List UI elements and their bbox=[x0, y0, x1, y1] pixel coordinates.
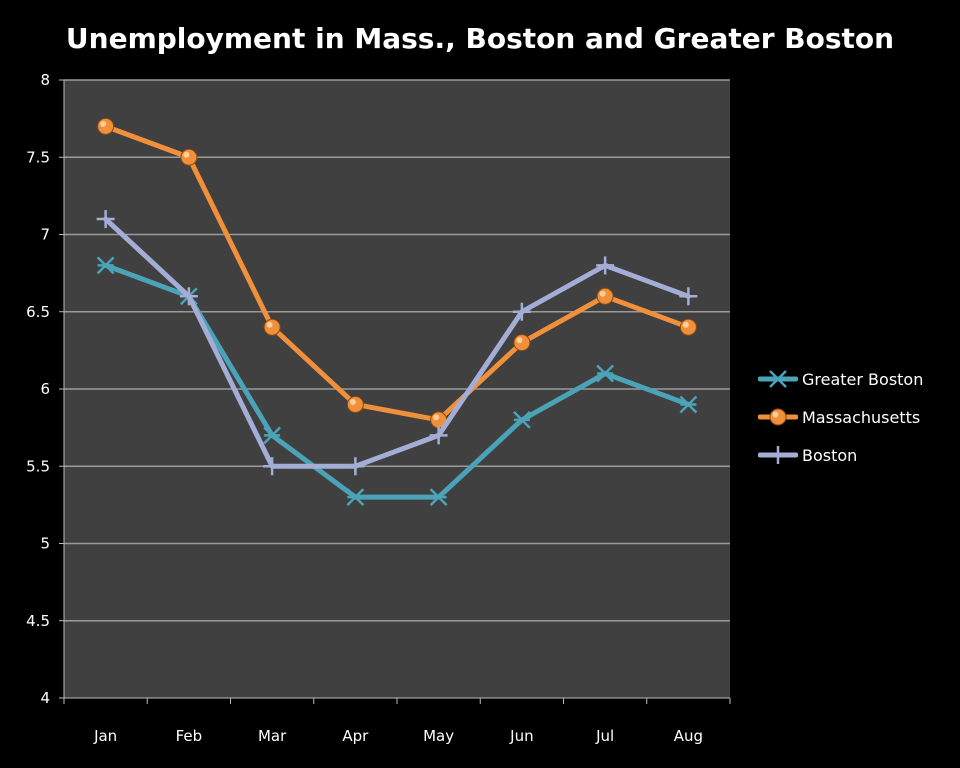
y-tick-label: 6 bbox=[40, 380, 50, 398]
data-point-boston bbox=[179, 287, 198, 306]
data-point-massachusetts bbox=[679, 318, 697, 336]
x-tick-label: Mar bbox=[258, 727, 287, 745]
data-point-massachusetts bbox=[263, 318, 281, 336]
x-tick-label: Jun bbox=[509, 727, 533, 745]
legend-swatch-massachusetts bbox=[758, 408, 798, 426]
x-tick-label: Apr bbox=[342, 727, 369, 745]
chart-legend: Greater Boston Massachusetts Boston bbox=[758, 360, 953, 474]
data-point-boston bbox=[679, 287, 698, 306]
legend-label: Massachusetts bbox=[802, 407, 921, 427]
data-point-massachusetts bbox=[513, 334, 531, 352]
data-point-greater-boston bbox=[512, 411, 531, 429]
data-point-greater-boston bbox=[263, 426, 282, 445]
chart-title: Unemployment in Mass., Boston and Greate… bbox=[65, 22, 895, 55]
y-tick-label: 4 bbox=[40, 689, 50, 707]
data-point-massachusetts bbox=[180, 148, 198, 166]
legend-label: Greater Boston bbox=[802, 369, 924, 389]
x-tick-label: Aug bbox=[674, 727, 703, 745]
legend-marker-boston bbox=[769, 446, 787, 464]
data-point-massachusetts bbox=[97, 117, 115, 135]
legend-label: Boston bbox=[802, 445, 858, 465]
y-tick-label: 7.5 bbox=[26, 148, 50, 166]
x-tick-label: Feb bbox=[176, 727, 203, 745]
data-point-greater-boston bbox=[596, 364, 615, 383]
series-line-massachusetts bbox=[103, 123, 691, 423]
data-point-boston bbox=[96, 210, 115, 229]
x-tick-label: May bbox=[423, 727, 454, 745]
y-tick-label: 7 bbox=[40, 226, 50, 244]
y-tick-label: 5.5 bbox=[26, 457, 50, 475]
data-point-boston bbox=[429, 426, 448, 445]
data-point-boston bbox=[263, 457, 282, 476]
series-line-boston bbox=[103, 216, 691, 469]
data-point-boston bbox=[512, 302, 531, 321]
data-point-greater-boston bbox=[346, 488, 365, 507]
data-point-boston bbox=[346, 457, 365, 476]
y-tick-label: 8 bbox=[40, 71, 50, 89]
legend-item-massachusetts: Massachusetts bbox=[758, 398, 953, 436]
data-point-boston bbox=[596, 256, 615, 275]
data-point-greater-boston bbox=[96, 256, 115, 275]
legend-marker-greater-boston bbox=[769, 370, 787, 388]
data-point-greater-boston bbox=[679, 395, 698, 414]
legend-swatch-boston bbox=[758, 446, 798, 464]
y-tick-label: 5 bbox=[40, 535, 50, 553]
x-tick-label: Jul bbox=[595, 727, 614, 745]
legend-swatch-greater-boston bbox=[758, 370, 798, 388]
data-point-greater-boston bbox=[429, 488, 448, 507]
y-tick-label: 6.5 bbox=[26, 303, 50, 321]
legend-item-greater-boston: Greater Boston bbox=[758, 360, 953, 398]
y-tick-label: 4.5 bbox=[26, 612, 50, 630]
legend-marker-massachusetts bbox=[769, 408, 787, 426]
legend-item-boston: Boston bbox=[758, 436, 953, 474]
x-tick-label: Jan bbox=[93, 727, 117, 745]
data-point-massachusetts bbox=[596, 287, 614, 305]
data-point-massachusetts bbox=[346, 395, 364, 413]
